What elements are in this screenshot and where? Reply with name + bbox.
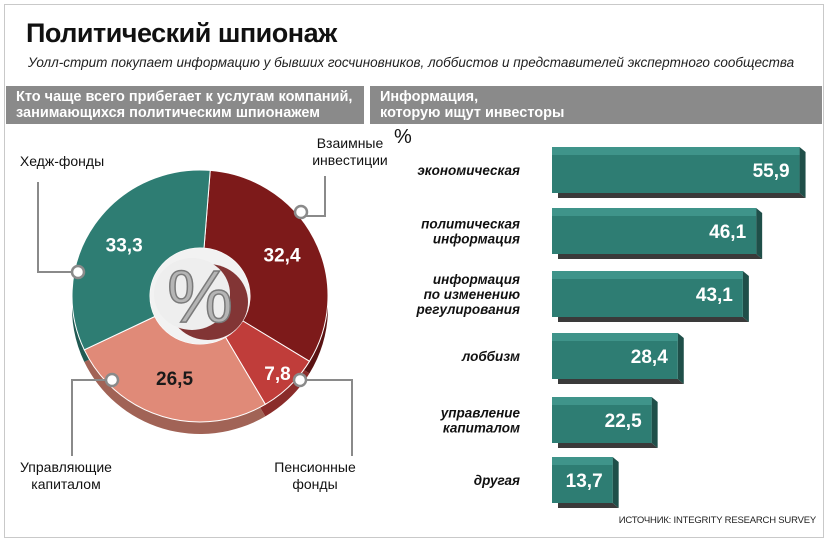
donut-hole-inner [154, 258, 230, 330]
bar-shadow-side [756, 208, 763, 259]
slice-category-label: Взаимные [317, 135, 384, 151]
bar-category-label: по изменению [424, 287, 521, 302]
leader-line [300, 379, 353, 456]
right-section-heading: Информация, которую ищут инвесторы [370, 86, 822, 124]
bar-category-label: информация [433, 272, 520, 287]
left-heading-line1: Кто чаще всего прибегает к услугам компа… [16, 89, 353, 105]
bar-value-label: 13,7 [566, 471, 603, 492]
bar-shadow-bottom [558, 193, 806, 198]
slice-value-label: 26,5 [156, 369, 193, 390]
slice-category-label: Пенсионные [274, 459, 356, 475]
leader-dot [292, 372, 308, 388]
source-note: ИСТОЧНИК: INTEGRITY RESEARCH SURVEY [618, 515, 816, 526]
bar-category-label: управление [440, 406, 521, 421]
leader-dot [70, 264, 86, 280]
bar-shadow-side [612, 457, 619, 508]
donut-center-label: % [167, 255, 233, 338]
page-title: Политический шпионаж [26, 18, 337, 48]
leader-dot [293, 204, 309, 220]
bar-shadow-side [742, 271, 749, 322]
slice-category-label: капиталом [31, 476, 100, 492]
leader-line [37, 182, 78, 273]
bar-shadow-bottom [558, 317, 749, 322]
bar-value-label: 46,1 [709, 222, 746, 243]
bar-highlight [552, 397, 652, 405]
bar-category-label: экономическая [417, 163, 520, 178]
bar-category-label: информация [433, 232, 520, 247]
leader-dot [104, 372, 120, 388]
leader-line [71, 379, 112, 456]
page-subtitle: Уолл-стрит покупает информацию у бывших … [28, 55, 795, 70]
bar-shadow-bottom [558, 254, 763, 259]
bar-category-label: лоббизм [461, 349, 520, 364]
bar-shadow-side [651, 397, 658, 448]
slice-category-label: инвестиции [312, 152, 388, 168]
right-heading-line1: Информация, [380, 89, 479, 105]
bar-category-label: капиталом [443, 421, 520, 436]
bar-shadow-side [799, 147, 806, 198]
bar-category-label: регулирования [416, 302, 520, 317]
bar-highlight [552, 457, 613, 465]
slice-category-label: Управляющие [20, 459, 112, 475]
bar-shadow-bottom [558, 379, 684, 384]
bar-highlight [552, 147, 800, 155]
slice-value-label: 7,8 [264, 364, 290, 385]
slice-category-label: фонды [292, 476, 337, 492]
bar-unit-label: % [394, 126, 412, 148]
bar-shadow-bottom [558, 503, 619, 508]
bar-highlight [552, 333, 678, 341]
bar-value-label: 28,4 [631, 347, 668, 368]
bar-shadow-side [677, 333, 684, 384]
bar-value-label: 55,9 [753, 161, 790, 182]
left-section-heading: Кто чаще всего прибегает к услугам компа… [6, 86, 364, 124]
infographic-frame [4, 4, 824, 538]
bar-shadow-bottom [558, 443, 658, 448]
bar-highlight [552, 208, 757, 216]
bar-value-label: 22,5 [605, 411, 642, 432]
slice-value-label: 32,4 [264, 246, 301, 267]
right-heading-line2: которую ищут инвесторы [380, 105, 565, 121]
bar-value-label: 43,1 [696, 285, 733, 306]
bar-category-label: политическая [421, 217, 520, 232]
left-heading-line2: занимающихся политическим шпионажем [16, 105, 320, 121]
slice-category-label: Хедж-фонды [20, 153, 104, 169]
slice-value-label: 33,3 [106, 235, 143, 256]
bar-highlight [552, 271, 743, 279]
bar-category-label: другая [474, 473, 520, 488]
